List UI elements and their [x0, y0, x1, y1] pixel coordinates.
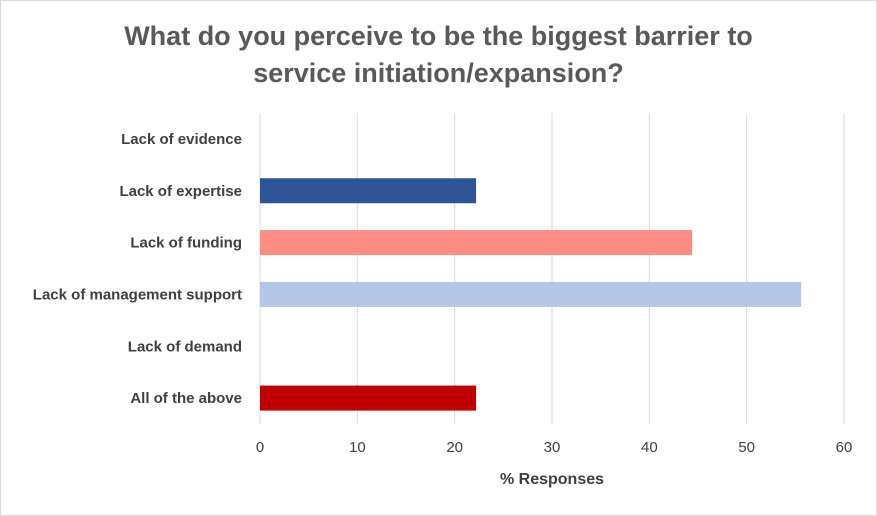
category-label: Lack of management support [33, 286, 242, 303]
x-tick-label: 40 [641, 439, 658, 456]
bar-lack-of-funding [260, 230, 693, 256]
bar-all-of-the-above [260, 385, 477, 411]
gridlines [259, 113, 845, 424]
x-tick-labels: 0 10 20 30 40 50 60 [256, 439, 853, 456]
category-label: Lack of funding [130, 235, 242, 252]
category-label: All of the above [130, 390, 242, 407]
bars [260, 178, 802, 411]
x-axis-title: % Responses [500, 471, 604, 488]
category-label: Lack of expertise [119, 183, 242, 200]
category-label: Lack of demand [128, 338, 242, 355]
x-tick-label: 20 [446, 439, 463, 456]
bar-lack-of-management-support [260, 281, 802, 307]
category-labels: Lack of evidence Lack of expertise Lack of… [33, 131, 242, 407]
x-tick-label: 10 [349, 439, 366, 456]
x-tick-label: 60 [836, 439, 853, 456]
bar-lack-of-expertise [260, 178, 477, 204]
category-label: Lack of evidence [121, 131, 242, 148]
chart-title-line-2: service initiation/expansion? [253, 58, 624, 88]
x-tick-label: 0 [256, 439, 264, 456]
x-tick-label: 30 [544, 439, 561, 456]
x-tick-label: 50 [738, 439, 755, 456]
chart-title-line-1: What do you perceive to be the biggest b… [124, 21, 753, 51]
chart-title: What do you perceive to be the biggest b… [0, 18, 877, 92]
